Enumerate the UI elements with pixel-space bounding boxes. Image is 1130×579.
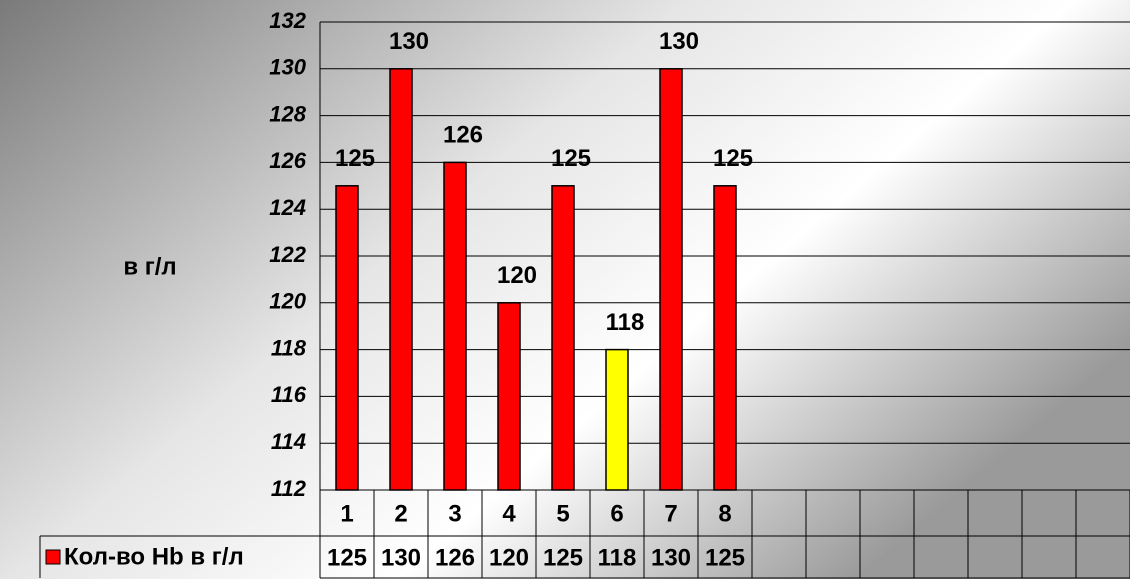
bar	[389, 68, 413, 491]
data-label: 125	[551, 145, 591, 172]
x-tick-label: 5	[556, 500, 569, 527]
table-value: 126	[435, 544, 475, 571]
data-label: 126	[443, 122, 483, 149]
y-tick-label: 114	[271, 429, 306, 454]
y-tick-label: 130	[269, 55, 306, 80]
data-label: 130	[659, 28, 699, 55]
x-tick-label: 7	[664, 500, 677, 527]
x-tick-label: 6	[610, 500, 623, 527]
bar	[659, 68, 683, 491]
table-value: 120	[489, 544, 529, 571]
data-label: 120	[497, 262, 537, 289]
table-value: 125	[327, 544, 367, 571]
data-label: 125	[713, 145, 753, 172]
bar	[335, 185, 359, 491]
x-tick-label: 4	[502, 500, 516, 527]
y-tick-label: 118	[271, 335, 307, 360]
x-tick-label: 8	[718, 500, 731, 527]
table-value: 130	[651, 544, 691, 571]
bar	[713, 185, 737, 491]
y-tick-label: 128	[269, 101, 306, 126]
table-value: 125	[705, 544, 745, 571]
x-tick-label: 1	[340, 500, 353, 527]
bar	[497, 302, 521, 491]
data-label: 125	[335, 145, 375, 172]
table-value: 125	[543, 544, 583, 571]
table-value: 130	[381, 544, 421, 571]
bar	[605, 348, 629, 491]
y-tick-label: 124	[269, 195, 306, 220]
data-label: 118	[606, 309, 645, 336]
x-tick-label: 3	[448, 500, 461, 527]
y-axis-label: в г/л	[123, 253, 176, 280]
y-tick-label: 126	[269, 148, 306, 173]
y-tick-label: 120	[269, 289, 306, 314]
legend-swatch	[45, 549, 61, 565]
y-tick-label: 112	[271, 476, 307, 501]
y-tick-label: 132	[269, 8, 306, 33]
legend-label: Кол-во Hb в г/л	[64, 543, 244, 570]
bar	[551, 185, 575, 491]
data-label: 130	[389, 28, 429, 55]
bar	[443, 161, 467, 491]
y-tick-label: 122	[269, 242, 306, 267]
x-tick-label: 2	[394, 500, 407, 527]
table-value: 118	[598, 544, 637, 571]
y-tick-label: 116	[271, 382, 307, 407]
